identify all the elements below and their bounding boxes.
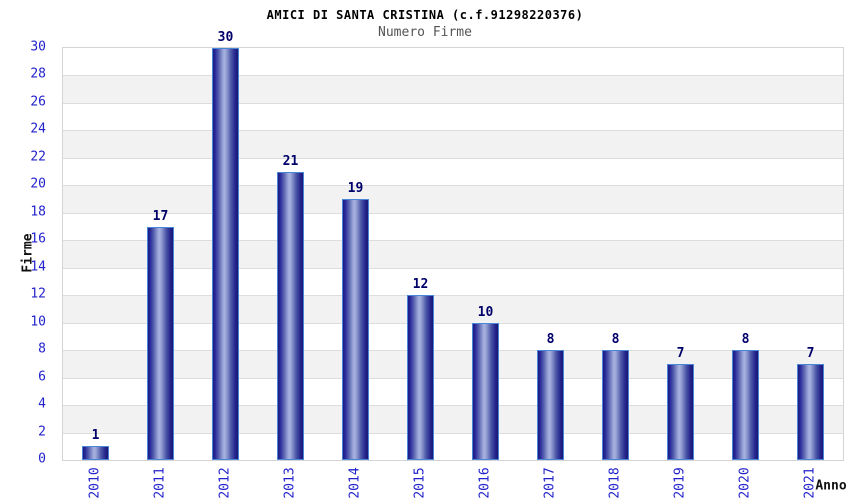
bar-2017 [537, 350, 564, 460]
grid-band [63, 377, 843, 406]
grid-band [63, 240, 843, 268]
bar-2015 [407, 295, 434, 460]
x-tick-label: 2015 [412, 467, 427, 499]
y-tick-label: 12 [30, 286, 46, 302]
y-tick-label: 18 [30, 204, 46, 220]
x-tick-label: 2016 [477, 467, 492, 499]
bar-value-label: 30 [217, 30, 234, 45]
y-tick-label: 16 [30, 231, 46, 247]
gridline [63, 240, 843, 242]
gridline [63, 432, 843, 434]
grid-band [63, 295, 843, 323]
x-axis-title: Anno [815, 478, 847, 494]
bar-value-label: 12 [412, 277, 429, 293]
bar-2012 [212, 48, 239, 460]
gridline [63, 350, 843, 352]
y-tick-label: 8 [38, 341, 46, 357]
grid-band [63, 405, 843, 433]
x-tick-label: 2011 [152, 467, 167, 499]
bar-value-label: 17 [152, 208, 169, 224]
gridline [63, 212, 843, 214]
y-tick-label: 6 [38, 369, 46, 385]
gridline [63, 130, 843, 132]
grid-band [63, 185, 843, 213]
bar-value-label: 7 [806, 345, 815, 361]
plot-area: 1 17 30 21 19 12 10 8 8 7 8 7 [62, 31, 844, 461]
y-tick-label: 4 [38, 396, 46, 412]
bar-value-label: 1 [91, 428, 100, 444]
grid-band [63, 157, 843, 186]
bar-value-label: 7 [676, 345, 685, 361]
grid-band [63, 212, 843, 241]
chart-subtitle: Numero Firme [378, 25, 472, 40]
y-tick-label: 2 [38, 424, 46, 440]
x-tick-label: 2021 [802, 467, 817, 499]
gridline [63, 322, 843, 324]
x-tick-label: 2010 [87, 467, 102, 499]
gridline [63, 102, 843, 104]
bar-2010 [82, 446, 109, 460]
x-tick-label: 2013 [282, 467, 297, 499]
y-tick-label: 0 [38, 451, 46, 467]
bar-2011 [147, 226, 174, 460]
x-tick-label: 2018 [607, 467, 622, 499]
x-tick-label: 2020 [737, 467, 752, 499]
bar-2018 [602, 350, 629, 460]
y-axis-ticks: 0 2 4 6 8 10 12 14 16 18 20 22 24 26 28 30 [0, 41, 54, 466]
grid-band [63, 102, 843, 131]
y-tick-label: 24 [30, 121, 46, 137]
bar-value-label: 10 [477, 304, 494, 320]
bar-value-label: 8 [611, 332, 620, 348]
y-tick-label: 28 [30, 66, 46, 82]
y-tick-label: 22 [30, 149, 46, 165]
grid-band [63, 75, 843, 103]
gridline [63, 157, 843, 159]
x-axis-ticks: 2010 2011 2012 2013 2014 2015 2016 2017 2018 2019… [62, 459, 842, 500]
y-tick-label: 26 [30, 94, 46, 110]
bar-2014 [342, 199, 369, 460]
y-tick-label: 10 [30, 314, 46, 330]
x-tick-label: 2017 [542, 467, 557, 499]
bar-2019 [667, 363, 694, 460]
grid-band [63, 432, 843, 460]
bar-2016 [472, 322, 499, 460]
grid-band [63, 267, 843, 296]
bar-value-label: 8 [546, 332, 555, 348]
gridline [63, 75, 843, 77]
x-tick-label: 2014 [347, 467, 362, 499]
grid-band [63, 322, 843, 351]
gridline [63, 405, 843, 407]
chart-title: AMICI DI SANTA CRISTINA (c.f.91298220376… [266, 8, 584, 22]
grid-band [63, 130, 843, 158]
bar-value-label: 19 [347, 181, 364, 197]
gridline [63, 185, 843, 187]
bar-2021 [797, 363, 824, 460]
bar-2020 [732, 350, 759, 460]
gridline [63, 267, 843, 269]
y-tick-label: 30 [30, 39, 46, 55]
grid-band [63, 350, 843, 378]
grid-band [63, 48, 843, 76]
x-tick-label: 2012 [217, 467, 232, 499]
y-tick-label: 14 [30, 259, 46, 275]
bar-value-label: 8 [741, 332, 750, 348]
x-tick-label: 2019 [672, 467, 687, 499]
bar-2013 [277, 171, 304, 460]
y-tick-label: 20 [30, 176, 46, 192]
gridline [63, 295, 843, 297]
bar-value-label: 21 [282, 153, 299, 169]
gridline [63, 377, 843, 379]
